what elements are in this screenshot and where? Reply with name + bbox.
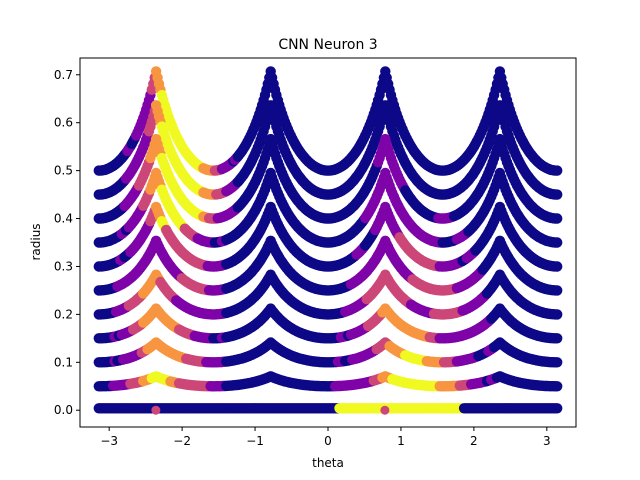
y-axis: 0.0 0.1 0.2 0.3 0.4 0.5 0.6 0.7 — [54, 68, 80, 417]
ring-series — [93, 235, 563, 296]
y-tick-label: 0.3 — [54, 259, 73, 273]
y-tick-label: 0.6 — [54, 116, 73, 130]
x-tick-label: 2 — [470, 434, 478, 448]
scatter-point — [552, 213, 563, 224]
scatter-point — [552, 403, 563, 414]
scatter-point — [552, 261, 563, 272]
scatter-point — [552, 381, 563, 392]
ring-series — [93, 371, 563, 392]
x-tick-label: −2 — [173, 434, 191, 448]
scatter-marks — [93, 66, 563, 415]
y-tick-label: 0.2 — [54, 307, 73, 321]
ring-series — [93, 167, 563, 248]
scatter-point — [552, 309, 563, 320]
y-tick-label: 0.4 — [54, 212, 73, 226]
scatter-point — [552, 285, 563, 296]
scatter-point — [552, 333, 563, 344]
highlight-point — [380, 405, 390, 415]
y-tick-label: 0.7 — [54, 68, 73, 82]
x-tick-label: 1 — [397, 434, 405, 448]
y-tick-label: 0.0 — [54, 403, 73, 417]
y-axis-label: radius — [29, 223, 43, 260]
x-axis: −3 −2 −1 0 1 2 3 — [100, 427, 551, 448]
scatter-point — [552, 165, 563, 176]
ring-series — [93, 403, 563, 414]
ring-series — [93, 133, 563, 224]
x-axis-label: theta — [312, 456, 344, 470]
x-tick-label: 0 — [324, 434, 332, 448]
ring-series — [93, 269, 563, 320]
scatter-point — [552, 237, 563, 248]
scatter-point — [552, 357, 563, 368]
ring-series — [93, 201, 563, 272]
y-tick-label: 0.5 — [54, 164, 73, 178]
x-tick-label: 3 — [543, 434, 551, 448]
ring-series — [93, 303, 563, 344]
ring-series — [93, 100, 563, 200]
chart-title: CNN Neuron 3 — [278, 37, 377, 53]
y-tick-label: 0.1 — [54, 355, 73, 369]
ring-series — [93, 337, 563, 368]
scatter-point — [552, 189, 563, 200]
x-tick-label: −3 — [100, 434, 118, 448]
highlight-point — [151, 405, 161, 415]
ring-series — [93, 66, 563, 176]
x-tick-label: −1 — [246, 434, 264, 448]
